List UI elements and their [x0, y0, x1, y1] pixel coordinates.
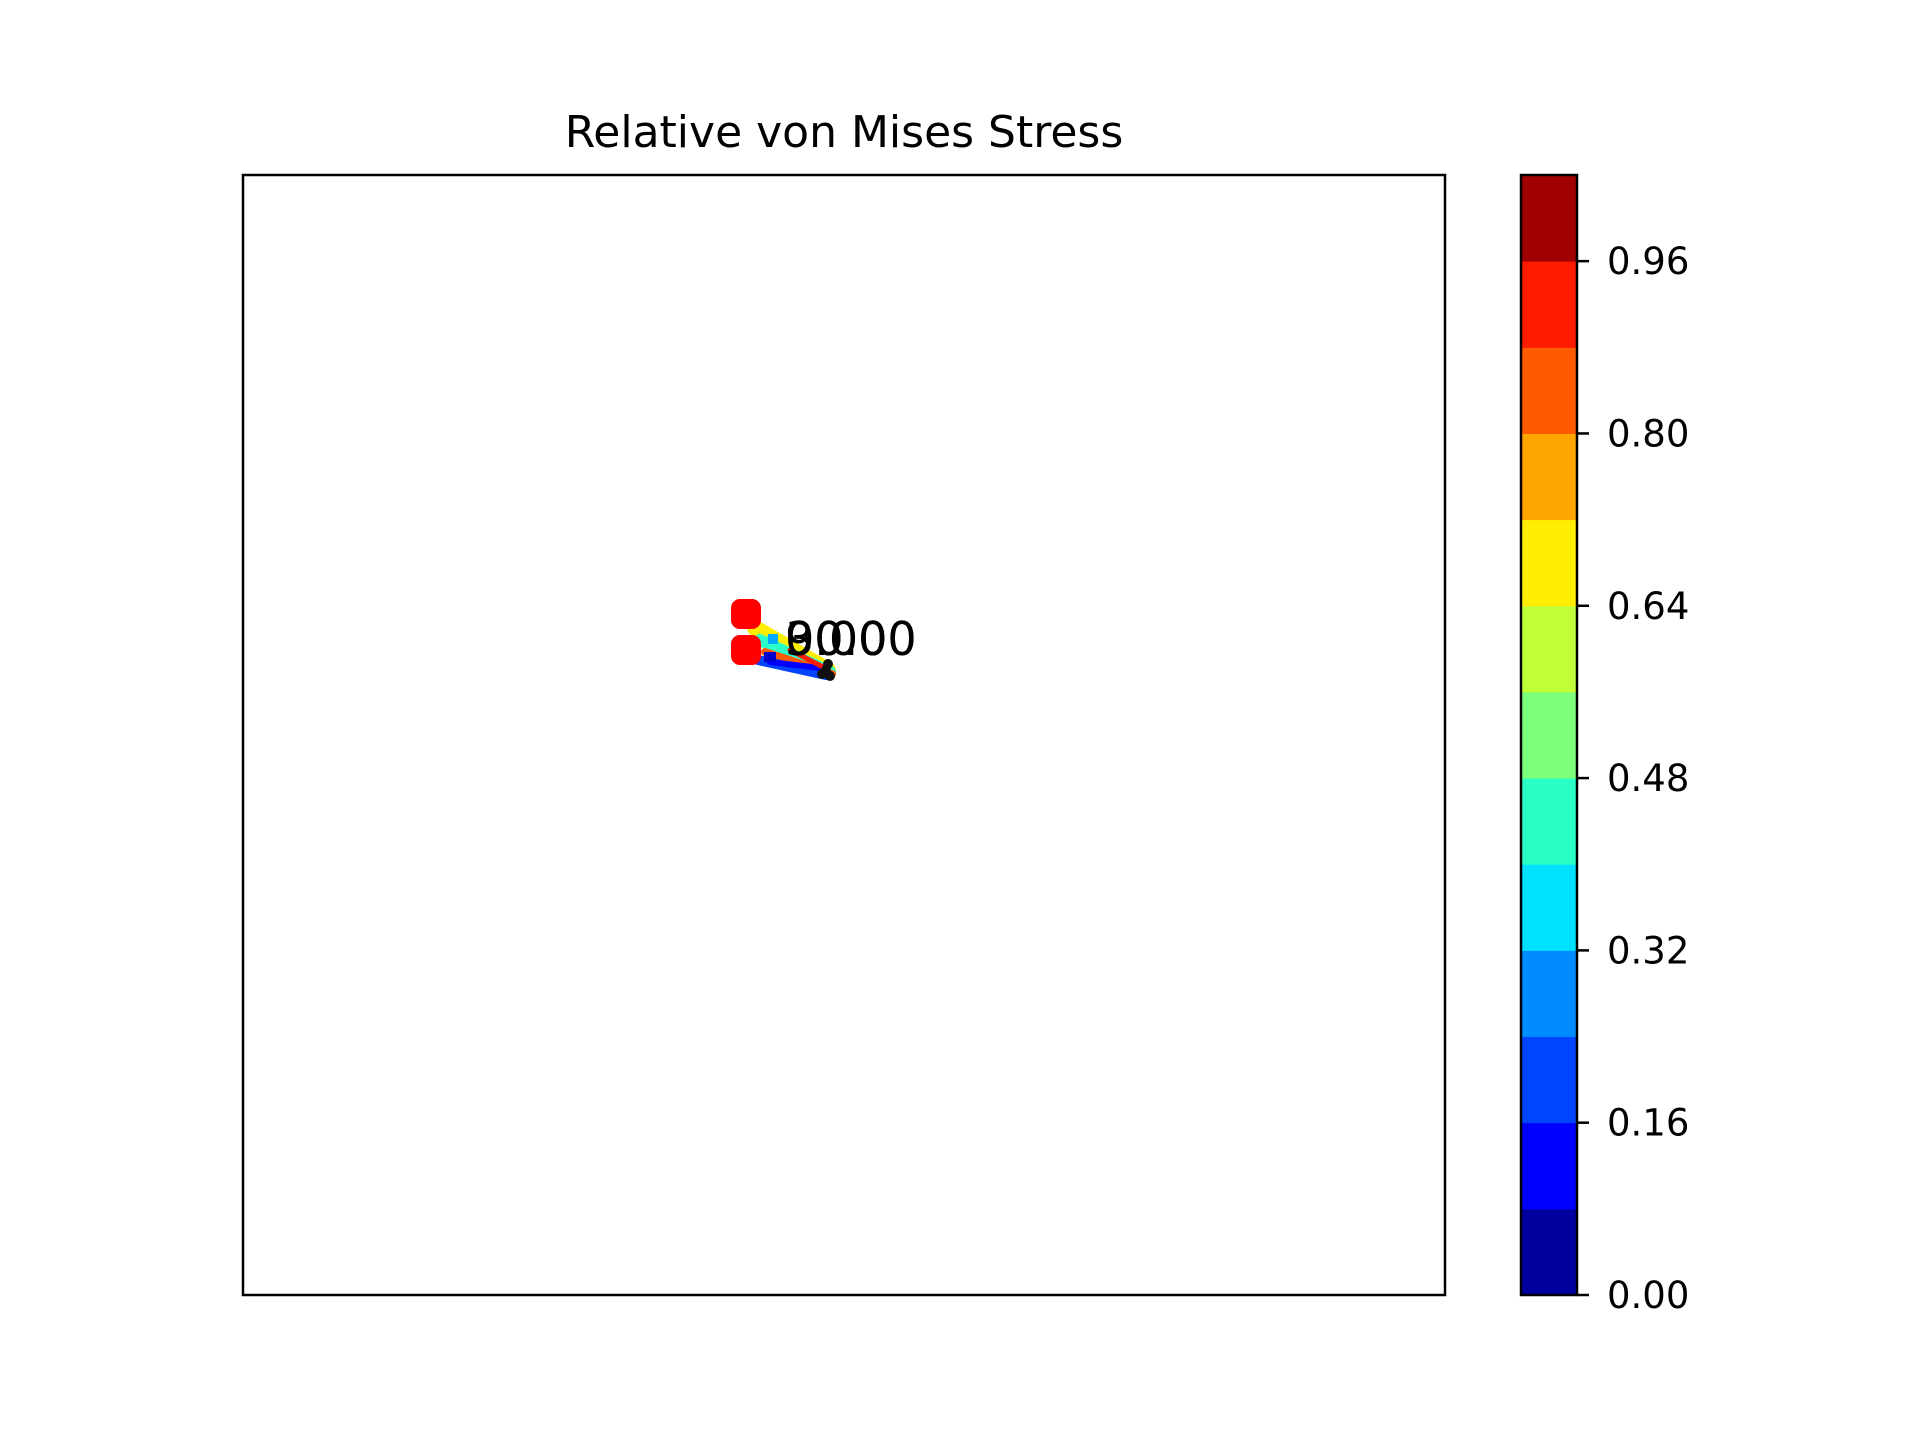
colorbar-tick-label: 0.96 — [1607, 240, 1689, 283]
colorbar-tick-label: 0.16 — [1607, 1102, 1689, 1145]
colorbar-band-7 — [1521, 605, 1577, 693]
colorbar — [1519, 173, 1579, 1297]
colorbar-band-9 — [1521, 433, 1577, 521]
colorbar-band-2 — [1521, 1036, 1577, 1124]
structure-element — [768, 634, 778, 644]
colorbar-band-3 — [1521, 950, 1577, 1038]
load-point-marker — [823, 659, 833, 669]
annotation-label-1: 90.00 — [785, 612, 917, 666]
structure-element — [767, 659, 823, 671]
colorbar-band-11 — [1521, 261, 1577, 348]
structure-contour — [747, 620, 836, 681]
support-marker-1 — [731, 635, 761, 665]
colorbar-frame — [1519, 173, 1579, 1297]
structure-element — [764, 652, 776, 662]
load-point-marker — [825, 671, 835, 681]
colorbar-band-6 — [1521, 691, 1577, 779]
colorbar-tick-label: 0.80 — [1607, 412, 1689, 455]
structure-element — [787, 647, 828, 671]
colorbar-band-8 — [1521, 519, 1577, 607]
colorbar-tick-label: 0.64 — [1607, 585, 1689, 628]
colorbar-band-0 — [1521, 1208, 1577, 1296]
chart-title: Relative von Mises Stress — [565, 107, 1124, 158]
colorbar-band-12 — [1521, 175, 1577, 262]
colorbar-band-10 — [1521, 347, 1577, 434]
plot-area — [241, 173, 1447, 1297]
load-point-marker — [817, 669, 827, 679]
support-markers — [731, 599, 761, 665]
colorbar-tick-label: 0.00 — [1607, 1274, 1689, 1317]
colorbar-band-4 — [1521, 864, 1577, 951]
colorbar-band-1 — [1521, 1122, 1577, 1210]
colorbar-ticks: 0.00 0.16 0.32 0.48 0.64 0.80 0.96 — [1577, 240, 1689, 1317]
support-marker-0 — [731, 599, 761, 629]
colorbar-tick-label: 0.32 — [1607, 929, 1689, 972]
annotation-label-0: 30.00 — [785, 612, 917, 666]
colorbar-band-5 — [1521, 778, 1577, 865]
colorbar-tick-label: 0.48 — [1607, 757, 1689, 800]
annotation-label-2: 0.00 — [785, 612, 887, 666]
